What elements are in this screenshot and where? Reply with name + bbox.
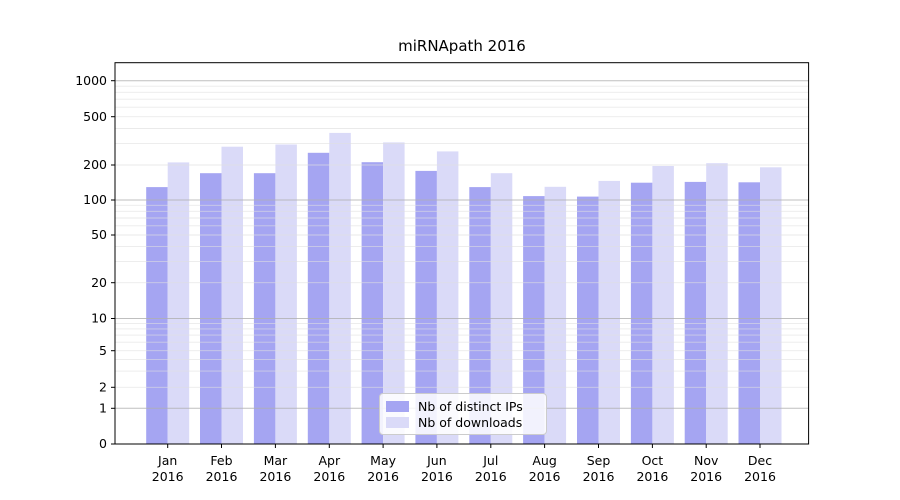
- y-tick-label: 2: [99, 380, 107, 395]
- bar-distinct-ips-feb: [200, 173, 222, 444]
- legend-label-distinct-ips: Nb of distinct IPs: [418, 398, 523, 414]
- y-tick-label: 50: [91, 227, 107, 242]
- x-tick-label-year: 2016: [313, 469, 345, 484]
- x-tick-label-year: 2016: [367, 469, 399, 484]
- bar-downloads-oct: [652, 166, 674, 444]
- bar-distinct-ips-jul: [469, 187, 491, 444]
- x-tick-label-month: Mar: [264, 453, 288, 468]
- y-tick-label: 100: [83, 192, 107, 207]
- bar-distinct-ips-sep: [577, 196, 599, 444]
- x-tick-label-year: 2016: [206, 469, 238, 484]
- bar-distinct-ips-may: [361, 162, 384, 444]
- bar-distinct-ips-oct: [630, 182, 653, 444]
- x-tick-label-year: 2016: [152, 469, 184, 484]
- x-tick-label-month: Dec: [748, 453, 772, 468]
- bar-downloads-jul: [490, 173, 513, 444]
- x-tick-label-year: 2016: [744, 469, 776, 484]
- y-tick-label: 500: [83, 109, 107, 124]
- bar-distinct-ips-nov: [684, 181, 707, 444]
- x-tick-label-month: Feb: [210, 453, 232, 468]
- y-tick-label: 0: [99, 436, 107, 451]
- legend-swatch-downloads: [386, 416, 409, 428]
- bar-distinct-ips-apr: [307, 152, 330, 445]
- legend-label-downloads: Nb of downloads: [418, 414, 523, 430]
- x-tick-label-month: May: [370, 453, 396, 468]
- y-tick-label: 20: [91, 275, 107, 290]
- bar-downloads-jan: [167, 162, 190, 444]
- x-tick-label-month: Jun: [426, 453, 447, 468]
- x-tick-label-year: 2016: [475, 469, 507, 484]
- bar-downloads-feb: [221, 146, 243, 444]
- x-tick-label-month: Oct: [642, 453, 664, 468]
- y-tick-label: 5: [99, 343, 107, 358]
- y-tick-label: 200: [83, 157, 107, 172]
- y-tick-label: 1: [99, 401, 107, 416]
- x-tick-label-month: Apr: [318, 453, 340, 468]
- x-tick-label-year: 2016: [636, 469, 668, 484]
- bar-distinct-ips-jun: [415, 170, 437, 444]
- legend-item-distinct-ips: Nb of distinct IPs: [386, 398, 538, 414]
- x-tick-label-year: 2016: [583, 469, 615, 484]
- bar-downloads-apr: [329, 132, 351, 444]
- bar-downloads-sep: [598, 180, 620, 444]
- bar-distinct-ips-dec: [738, 182, 760, 445]
- x-tick-label-year: 2016: [529, 469, 561, 484]
- x-tick-label-month: Aug: [532, 453, 556, 468]
- x-tick-label-year: 2016: [690, 469, 722, 484]
- x-tick-label-month: Jan: [157, 453, 177, 468]
- bar-downloads-mar: [275, 144, 297, 444]
- y-tick-label: 10: [91, 311, 107, 326]
- chart-title: miRNApath 2016: [398, 37, 526, 55]
- x-tick-label-year: 2016: [259, 469, 291, 484]
- y-tick-label: 1000: [75, 73, 107, 88]
- bar-distinct-ips-mar: [253, 173, 276, 444]
- x-tick-label-month: Nov: [694, 453, 719, 468]
- x-tick-label-month: Jul: [482, 453, 498, 468]
- legend-swatch-distinct-ips: [386, 400, 409, 412]
- bar-downloads-aug: [544, 186, 567, 445]
- bar-downloads-nov: [706, 163, 728, 444]
- legend: Nb of distinct IPs Nb of downloads: [379, 393, 547, 435]
- axes-frame: [114, 62, 810, 445]
- bar-distinct-ips-aug: [523, 196, 545, 444]
- legend-item-downloads: Nb of downloads: [386, 414, 538, 430]
- x-tick-label-month: Sep: [587, 453, 611, 468]
- bar-distinct-ips-jan: [146, 187, 168, 444]
- bar-downloads-dec: [760, 167, 782, 445]
- x-tick-label-year: 2016: [421, 469, 453, 484]
